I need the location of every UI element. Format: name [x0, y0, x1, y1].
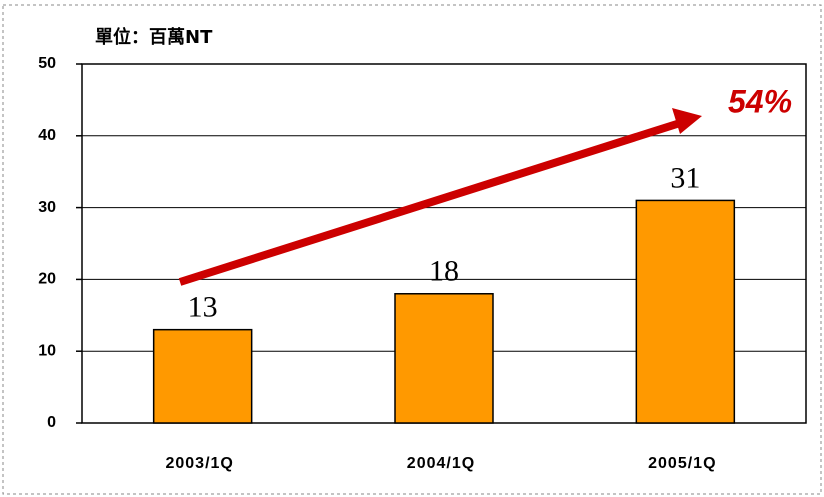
bar [635, 199, 736, 424]
value-label: 18 [429, 255, 459, 288]
y-tick-label: 50 [38, 55, 56, 72]
bar [394, 293, 494, 424]
x-tick-label: 2005/1Q [648, 455, 716, 472]
unit-label: 單位：百萬NT [95, 26, 213, 48]
value-label: 31 [670, 161, 700, 194]
y-tick-label: 40 [38, 127, 56, 144]
growth-arrow [178, 108, 702, 286]
y-tick-label: 0 [47, 414, 56, 431]
arrow-shaft [178, 119, 682, 286]
bar [152, 328, 253, 424]
y-tick-label: 30 [38, 199, 56, 216]
x-tick-label: 2004/1Q [407, 455, 475, 472]
y-tick-label: 10 [38, 342, 56, 359]
growth-label: 54% [728, 83, 792, 119]
y-tick-label: 20 [38, 271, 56, 288]
x-tick-label: 2003/1Q [165, 455, 233, 472]
arrow-head [672, 108, 702, 134]
frame [2, 4, 822, 495]
value-label: 13 [188, 291, 218, 324]
